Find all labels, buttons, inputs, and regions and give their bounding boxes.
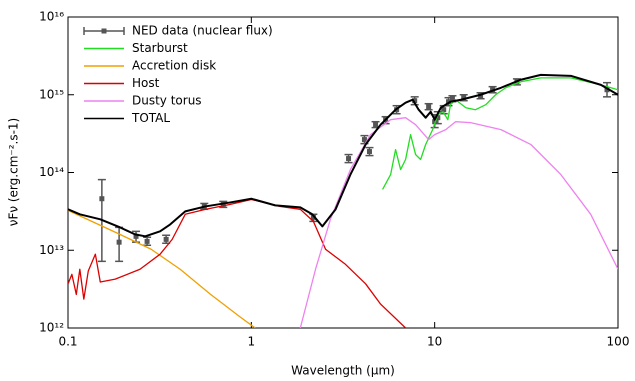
legend-label: Starburst — [132, 41, 188, 55]
data-point — [426, 104, 432, 110]
legend-label: Host — [132, 76, 160, 90]
legend-entry: TOTAL — [84, 111, 170, 125]
data-point — [163, 236, 169, 242]
data-point — [435, 115, 441, 121]
error-point — [371, 120, 380, 129]
series-line — [299, 117, 618, 328]
series-line — [382, 77, 618, 190]
y-axis-label: νFν (erg.cm⁻².s-1) — [7, 118, 21, 227]
y-tick-label: 10¹³ — [39, 243, 64, 257]
series-line — [68, 198, 407, 328]
x-tick-label: 10 — [427, 335, 442, 349]
data-point — [441, 107, 447, 113]
data-point — [116, 239, 122, 245]
legend-entry: Dusty torus — [84, 94, 202, 108]
error-point — [143, 236, 152, 246]
y-tick-label: 10¹² — [39, 321, 64, 335]
error-point — [162, 234, 171, 245]
data-point — [346, 156, 352, 162]
error-point — [365, 146, 374, 157]
legend-label: Accretion disk — [132, 59, 216, 73]
x-tick-label: 1 — [248, 335, 256, 349]
error-point — [424, 102, 433, 111]
plot-area — [68, 73, 618, 328]
legend-label: NED data (nuclear flux) — [132, 24, 273, 38]
data-point — [432, 119, 438, 125]
series-line — [68, 73, 618, 238]
y-tick-label: 10¹⁴ — [39, 165, 64, 179]
data-point — [449, 96, 455, 102]
data-point — [99, 196, 105, 202]
y-tick-label: 10¹⁵ — [39, 87, 64, 101]
y-tick-label: 10¹⁶ — [39, 10, 64, 24]
data-point — [366, 149, 372, 155]
x-axis-label: Wavelength (µm) — [291, 364, 395, 378]
x-tick-label: 0.1 — [58, 335, 77, 349]
data-point — [310, 214, 316, 220]
x-tick-label: 100 — [607, 335, 630, 349]
legend-entry: NED data (nuclear flux) — [83, 24, 273, 38]
data-point — [133, 233, 139, 239]
data-point — [144, 238, 150, 244]
error-point — [344, 153, 353, 164]
legend-entry: Accretion disk — [84, 59, 216, 73]
data-point — [373, 122, 379, 128]
data-point — [461, 95, 467, 101]
data-point — [604, 87, 610, 93]
data-point — [412, 98, 418, 104]
legend-swatch — [101, 28, 107, 34]
data-point — [361, 137, 367, 143]
legend-label: TOTAL — [131, 111, 170, 125]
legend-entry: Starburst — [84, 41, 188, 55]
error-point — [603, 81, 612, 98]
legend-entry: Host — [84, 76, 160, 90]
series-line — [68, 209, 256, 328]
legend-label: Dusty torus — [132, 94, 202, 108]
